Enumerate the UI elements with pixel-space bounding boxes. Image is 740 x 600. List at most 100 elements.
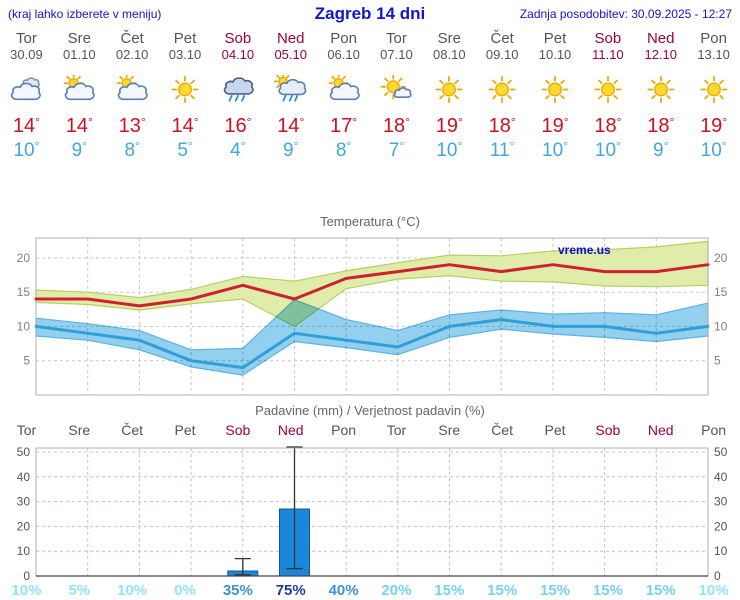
low-temp: 8° (124, 139, 140, 161)
day-column-06-10[interactable]: Pon 06.10 17° 8° (317, 30, 370, 161)
low-temp: 10° (594, 139, 621, 161)
day-date: 02.10 (115, 47, 149, 62)
day-column-08-10[interactable]: Sre 08.10 19° 10° (423, 30, 476, 161)
day-date: 06.10 (327, 47, 360, 62)
sunny-icon (476, 75, 529, 107)
high-temp: 19° (700, 115, 728, 137)
sunny-icon (423, 75, 476, 107)
high-temp: 18° (382, 115, 410, 137)
partly-cloudy-icon (317, 75, 370, 107)
high-temp: 19° (435, 115, 463, 137)
day-column-09-10[interactable]: Čet 09.10 18° 11° (476, 30, 529, 161)
precip-probability: 0% (174, 582, 196, 599)
low-temp: 10° (436, 139, 463, 161)
precip-day-label: Pet (174, 422, 196, 438)
precip-probability-row: 10% 5% 10% 0% 35% 75% 40% 20% 15% 15% 15% 15% 15% 10% (0, 582, 740, 599)
precip-probability: 10% (11, 582, 42, 599)
day-column-30-09[interactable]: Tor 30.09 14° 10° (0, 30, 53, 161)
day-column-10-10[interactable]: Pet 10.10 19° 10° (529, 30, 582, 161)
precip-probability: 15% (645, 582, 676, 599)
precip-probability: 15% (540, 582, 571, 599)
precip-probability: 35% (222, 582, 253, 599)
sunny-icon (581, 75, 634, 107)
precip-probability: 15% (434, 582, 465, 599)
sunny-icon (634, 75, 687, 107)
day-column-05-10[interactable]: Ned 05.10 14° 9° (264, 30, 317, 161)
day-date: 12.10 (644, 47, 678, 62)
day-name: Sre (67, 30, 91, 47)
vreme-us-link[interactable]: vreme.us (558, 243, 611, 257)
high-temp: 13° (118, 115, 146, 137)
day-name: Čet (120, 30, 144, 47)
day-date: 11.10 (592, 47, 624, 62)
day-name: Čet (490, 30, 514, 47)
day-column-01-10[interactable]: Sre 01.10 14° 9° (53, 30, 106, 161)
precip-day-label: Pet (544, 422, 566, 438)
precip-probability: 20% (381, 582, 412, 599)
precip-day-label: Tor (16, 422, 37, 438)
day-name: Ned (646, 30, 675, 47)
precip-probability: 15% (487, 582, 518, 599)
day-name: Sre (437, 30, 461, 47)
svg-text:10: 10 (714, 319, 728, 333)
temperature-chart-title: Temperatura (°C) (320, 214, 420, 229)
high-temp: 18° (647, 115, 675, 137)
day-column-07-10[interactable]: Tor 07.10 18° 7° (370, 30, 423, 161)
sunny-icon (529, 75, 582, 107)
page-title: Zagreb 14 dni (314, 4, 426, 23)
day-column-03-10[interactable]: Pet 03.10 14° 5° (159, 30, 212, 161)
low-temp: 5° (177, 139, 193, 161)
day-column-12-10[interactable]: Ned 12.10 18° 9° (634, 30, 687, 161)
day-name: Pon (330, 30, 357, 47)
day-date: 09.10 (485, 47, 519, 62)
day-name: Tor (386, 30, 407, 47)
precip-probability: 40% (328, 582, 359, 599)
last-updated: Zadnja posodobitev: 30.09.2025 - 12:27 (519, 7, 732, 21)
svg-text:5: 5 (714, 354, 721, 368)
low-temp: 10° (542, 139, 568, 161)
day-name: Tor (16, 30, 37, 47)
precip-day-label: Čet (121, 422, 144, 438)
low-temp: 10° (700, 139, 727, 161)
precip-day-labels: Tor Sre Čet Pet Sob Ned Pon Tor Sre Čet Pet Sob Ned P… (0, 422, 740, 439)
low-temp: 9° (653, 139, 669, 161)
low-temp: 7° (388, 139, 405, 161)
precip-day-label: Tor (386, 422, 407, 438)
sunny-icon (159, 75, 212, 107)
precip-day-label: Sob (595, 422, 621, 438)
day-date: 01.10 (63, 47, 96, 62)
svg-text:30: 30 (714, 495, 728, 509)
day-name: Pet (173, 30, 197, 47)
precip-probability: 15% (592, 582, 623, 599)
precip-probability: 10% (698, 582, 729, 599)
day-column-11-10[interactable]: Sob 11.10 18° 10° (581, 30, 634, 161)
high-temp: 19° (541, 115, 569, 137)
day-date: 08.10 (433, 47, 466, 62)
day-column-02-10[interactable]: Čet 02.10 13° 8° (106, 30, 159, 161)
day-date: 05.10 (274, 47, 307, 62)
day-column-04-10[interactable]: Sob 04.10 16° 4° (211, 30, 264, 161)
menu-hint[interactable]: (kraj lahko izberete v meniju) (8, 7, 162, 21)
svg-text:15: 15 (17, 285, 31, 299)
high-temp: 18° (488, 115, 516, 137)
svg-text:30: 30 (17, 495, 31, 509)
cloudy-icon (0, 75, 53, 107)
precip-probability: 75% (275, 582, 306, 599)
day-name: Sob (224, 30, 252, 47)
precipitation-chart-title: Padavine (mm) / Verjetnost padavin (%) (255, 403, 485, 418)
precip-probability: 5% (68, 582, 91, 599)
high-temp: 16° (224, 115, 252, 137)
rain-icon (211, 75, 264, 107)
sun-rain-icon (264, 75, 317, 107)
high-temp: 14° (12, 115, 40, 137)
precip-probability: 10% (117, 582, 148, 599)
high-temp: 17° (330, 115, 358, 137)
svg-text:20: 20 (17, 519, 31, 533)
low-temp: 4° (230, 139, 246, 161)
day-name: Pon (700, 30, 727, 47)
day-column-13-10[interactable]: Pon 13.10 19° 10° (687, 30, 740, 161)
high-temp: 14° (65, 115, 93, 137)
svg-text:20: 20 (714, 519, 728, 533)
svg-text:20: 20 (17, 251, 31, 265)
svg-text:10: 10 (17, 544, 31, 558)
